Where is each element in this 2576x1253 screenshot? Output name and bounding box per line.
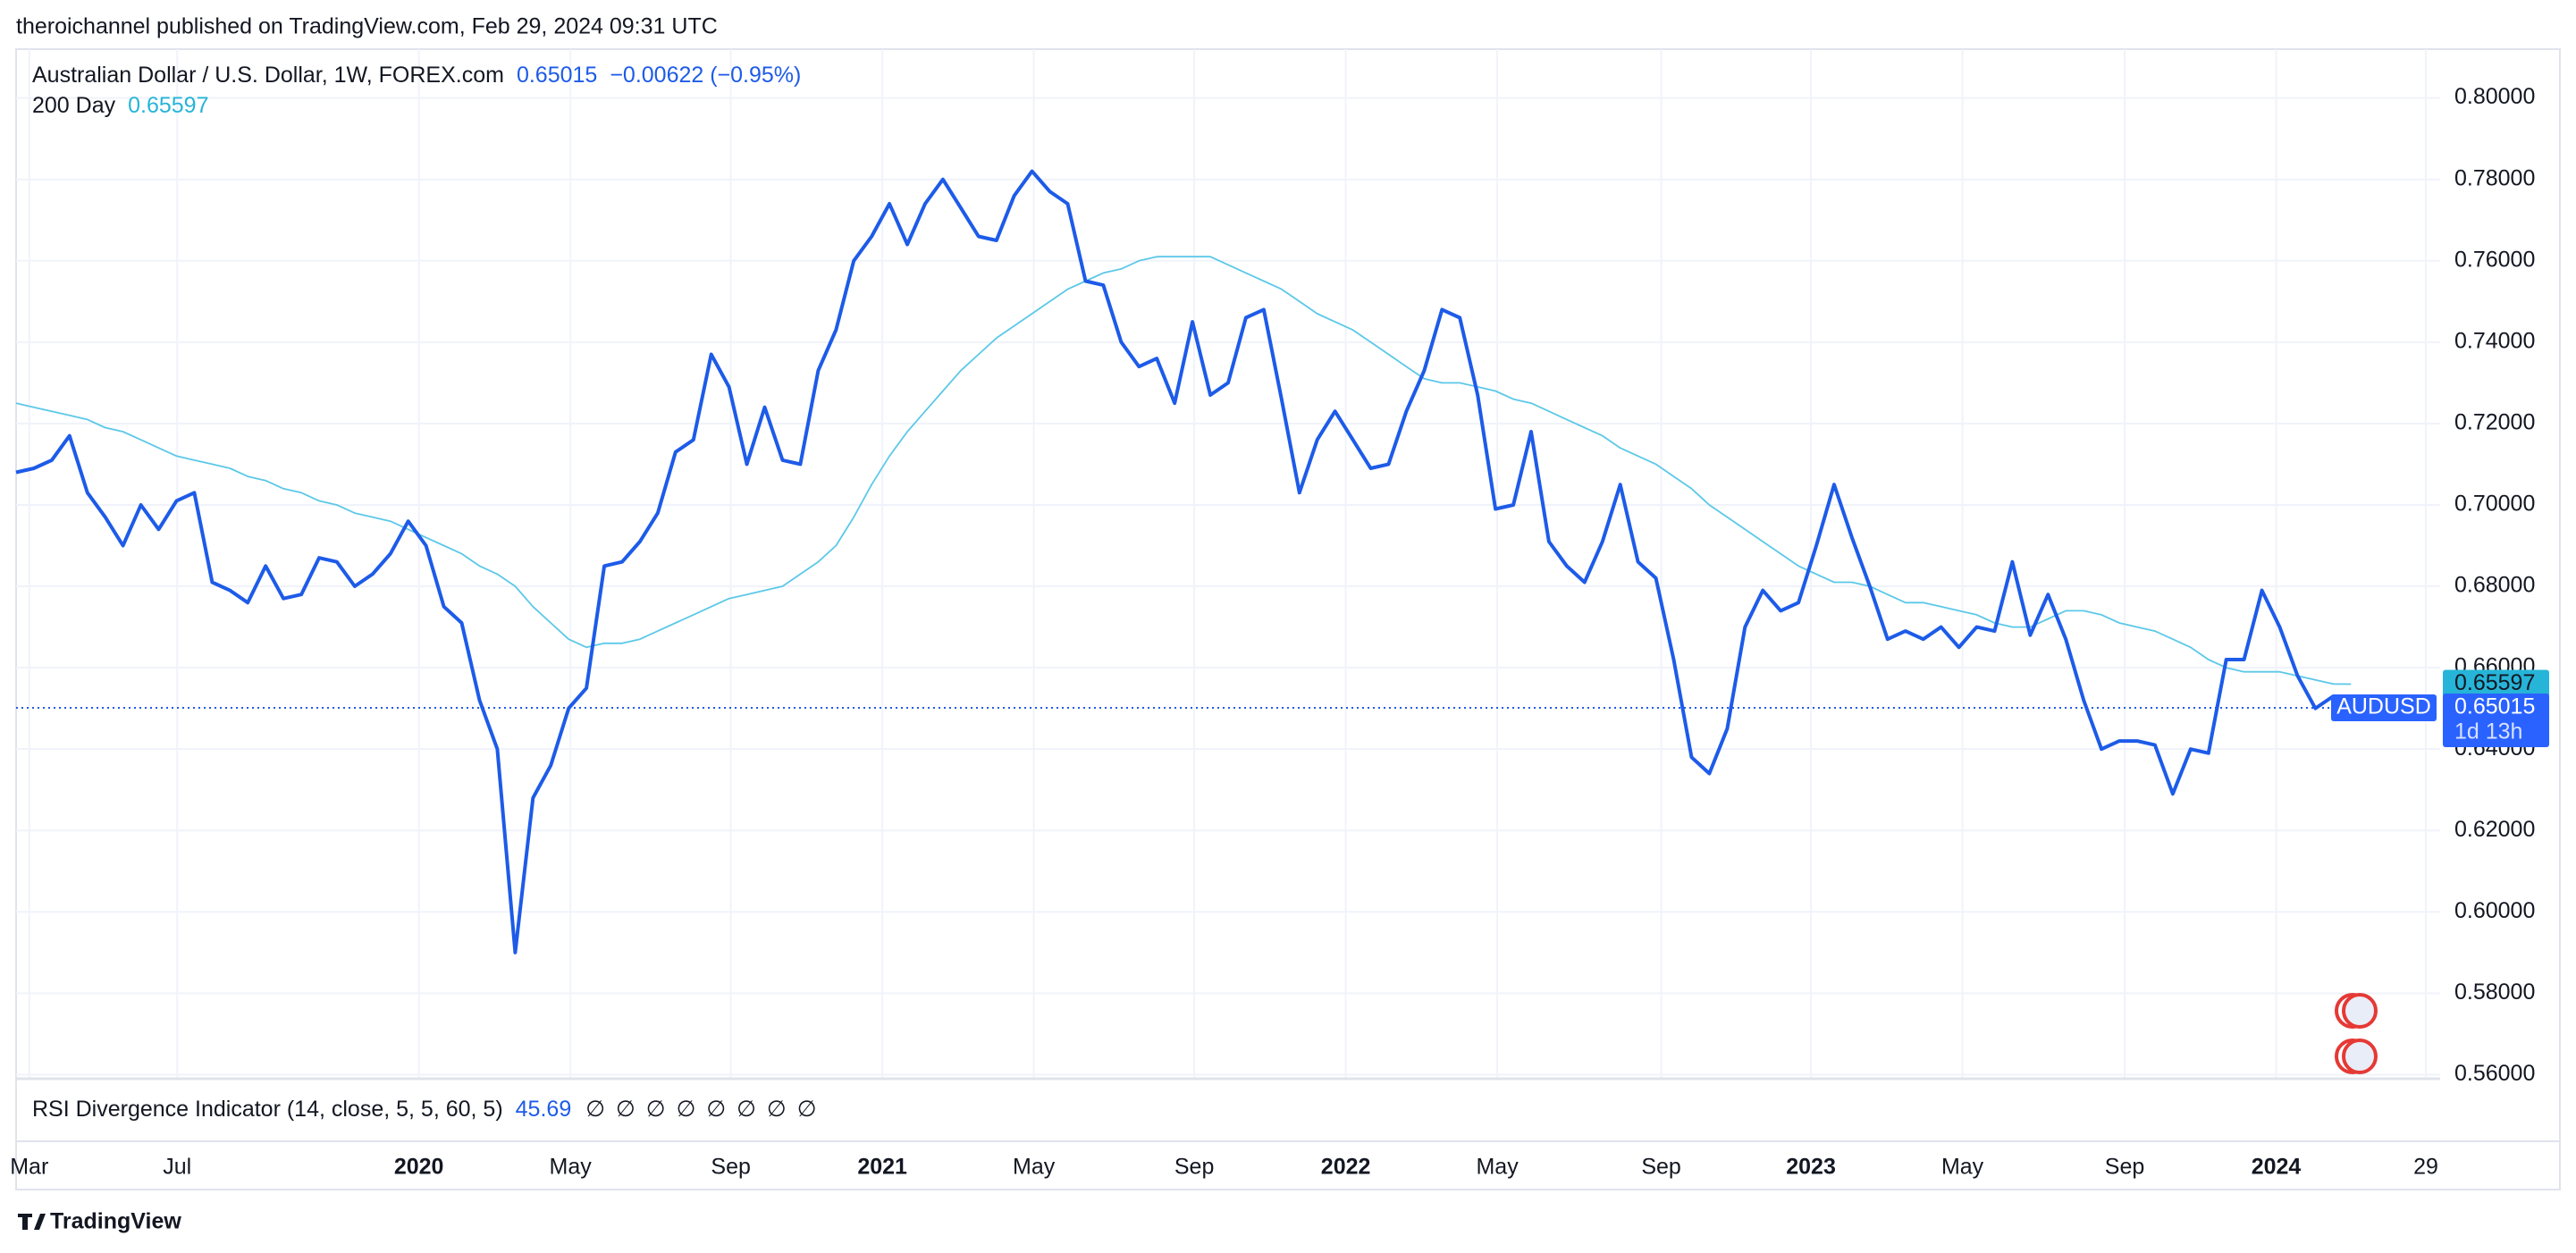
last-price: 0.65015 [517,63,597,88]
change: −0.00622 (−0.95%) [610,63,801,88]
y-tick-label: 0.60000 [2454,898,2535,923]
logo: TradingView [18,1209,181,1234]
y-tick-label: 0.72000 [2454,410,2535,435]
indicator: RSI Divergence Indicator (14, close, 5, … [32,1097,816,1122]
indicator-flag: ∅ [797,1097,817,1122]
indicator-flag: ∅ [585,1097,605,1122]
y-tick-label: 0.70000 [2454,492,2535,517]
x-tick-label: May [550,1155,593,1180]
x-tick-label: May [1476,1155,1519,1180]
footer: TradingView [50,1209,181,1234]
y-tick-label: 0.76000 [2454,247,2535,272]
x-tick-label: May [1013,1155,1056,1180]
indicator-label: RSI Divergence Indicator (14, close, 5, … [32,1097,503,1122]
ma-tag [2443,669,2549,699]
series-name: 200 Day [32,93,116,118]
y-tick-label: 0.56000 [2454,1061,2535,1086]
x-tick-label: Jul [163,1155,191,1180]
price-tag-label: 0.65015 [2454,694,2535,719]
x-tick-label: May [1941,1155,1984,1180]
frame [15,48,2561,1190]
event-icon [2342,993,2378,1029]
x-tick-label: 2024 [2252,1155,2302,1180]
plot [15,169,2440,954]
countdown: 1d 13h [2454,719,2522,744]
indicator-flag: ∅ [646,1097,666,1122]
y-tick-label: 0.58000 [2454,980,2535,1005]
x-tick-label: Sep [1174,1155,1214,1180]
x-tick-label: 2022 [1321,1155,1371,1180]
x-tick-label: 2020 [394,1155,444,1180]
x-tick-label: 2021 [857,1155,907,1180]
event-icon [2342,1039,2378,1074]
price-line [15,256,2352,685]
x-tick-label: Sep [711,1155,750,1180]
symbol-tag-label: AUDUSD [2336,694,2431,719]
indicator-value: 45.69 [516,1097,572,1122]
event-icons [2335,993,2378,1074]
ma-value: 0.65597 [128,93,208,118]
legend-ma: 200 Day 0.65597 [32,93,209,118]
x-tick-label: Sep [1641,1155,1680,1180]
indicator-flag: ∅ [616,1097,636,1122]
indicator-flag: ∅ [677,1097,696,1122]
indicator-flag: ∅ [706,1097,726,1122]
price-tag [2443,693,2549,747]
y-tick-label: 0.78000 [2454,165,2535,190]
indicator-flag: ∅ [737,1097,756,1122]
x-tick-label: 2023 [1786,1155,1836,1180]
indicator-flag: ∅ [767,1097,787,1122]
series-name: Australian Dollar / U.S. Dollar, 1W, FOR… [32,63,504,88]
legend-title: Australian Dollar / U.S. Dollar, 1W, FOR… [32,63,801,88]
ma-tag-label: 0.65597 [2454,670,2535,695]
y-tick-label: 0.80000 [2454,84,2535,109]
x-tick-label: Mar [10,1155,48,1180]
logo-icon [18,1214,46,1230]
symbol-tag [2331,694,2437,721]
y-tick-label: 0.62000 [2454,817,2535,842]
x-tick-label: Sep [2105,1155,2144,1180]
y-tick-label: 0.68000 [2454,573,2535,598]
header: theroichannel published on TradingView.c… [16,14,718,39]
y-tick-label: 0.74000 [2454,328,2535,353]
x-tick-label: 29 [2413,1155,2438,1180]
price-line [15,169,2353,954]
